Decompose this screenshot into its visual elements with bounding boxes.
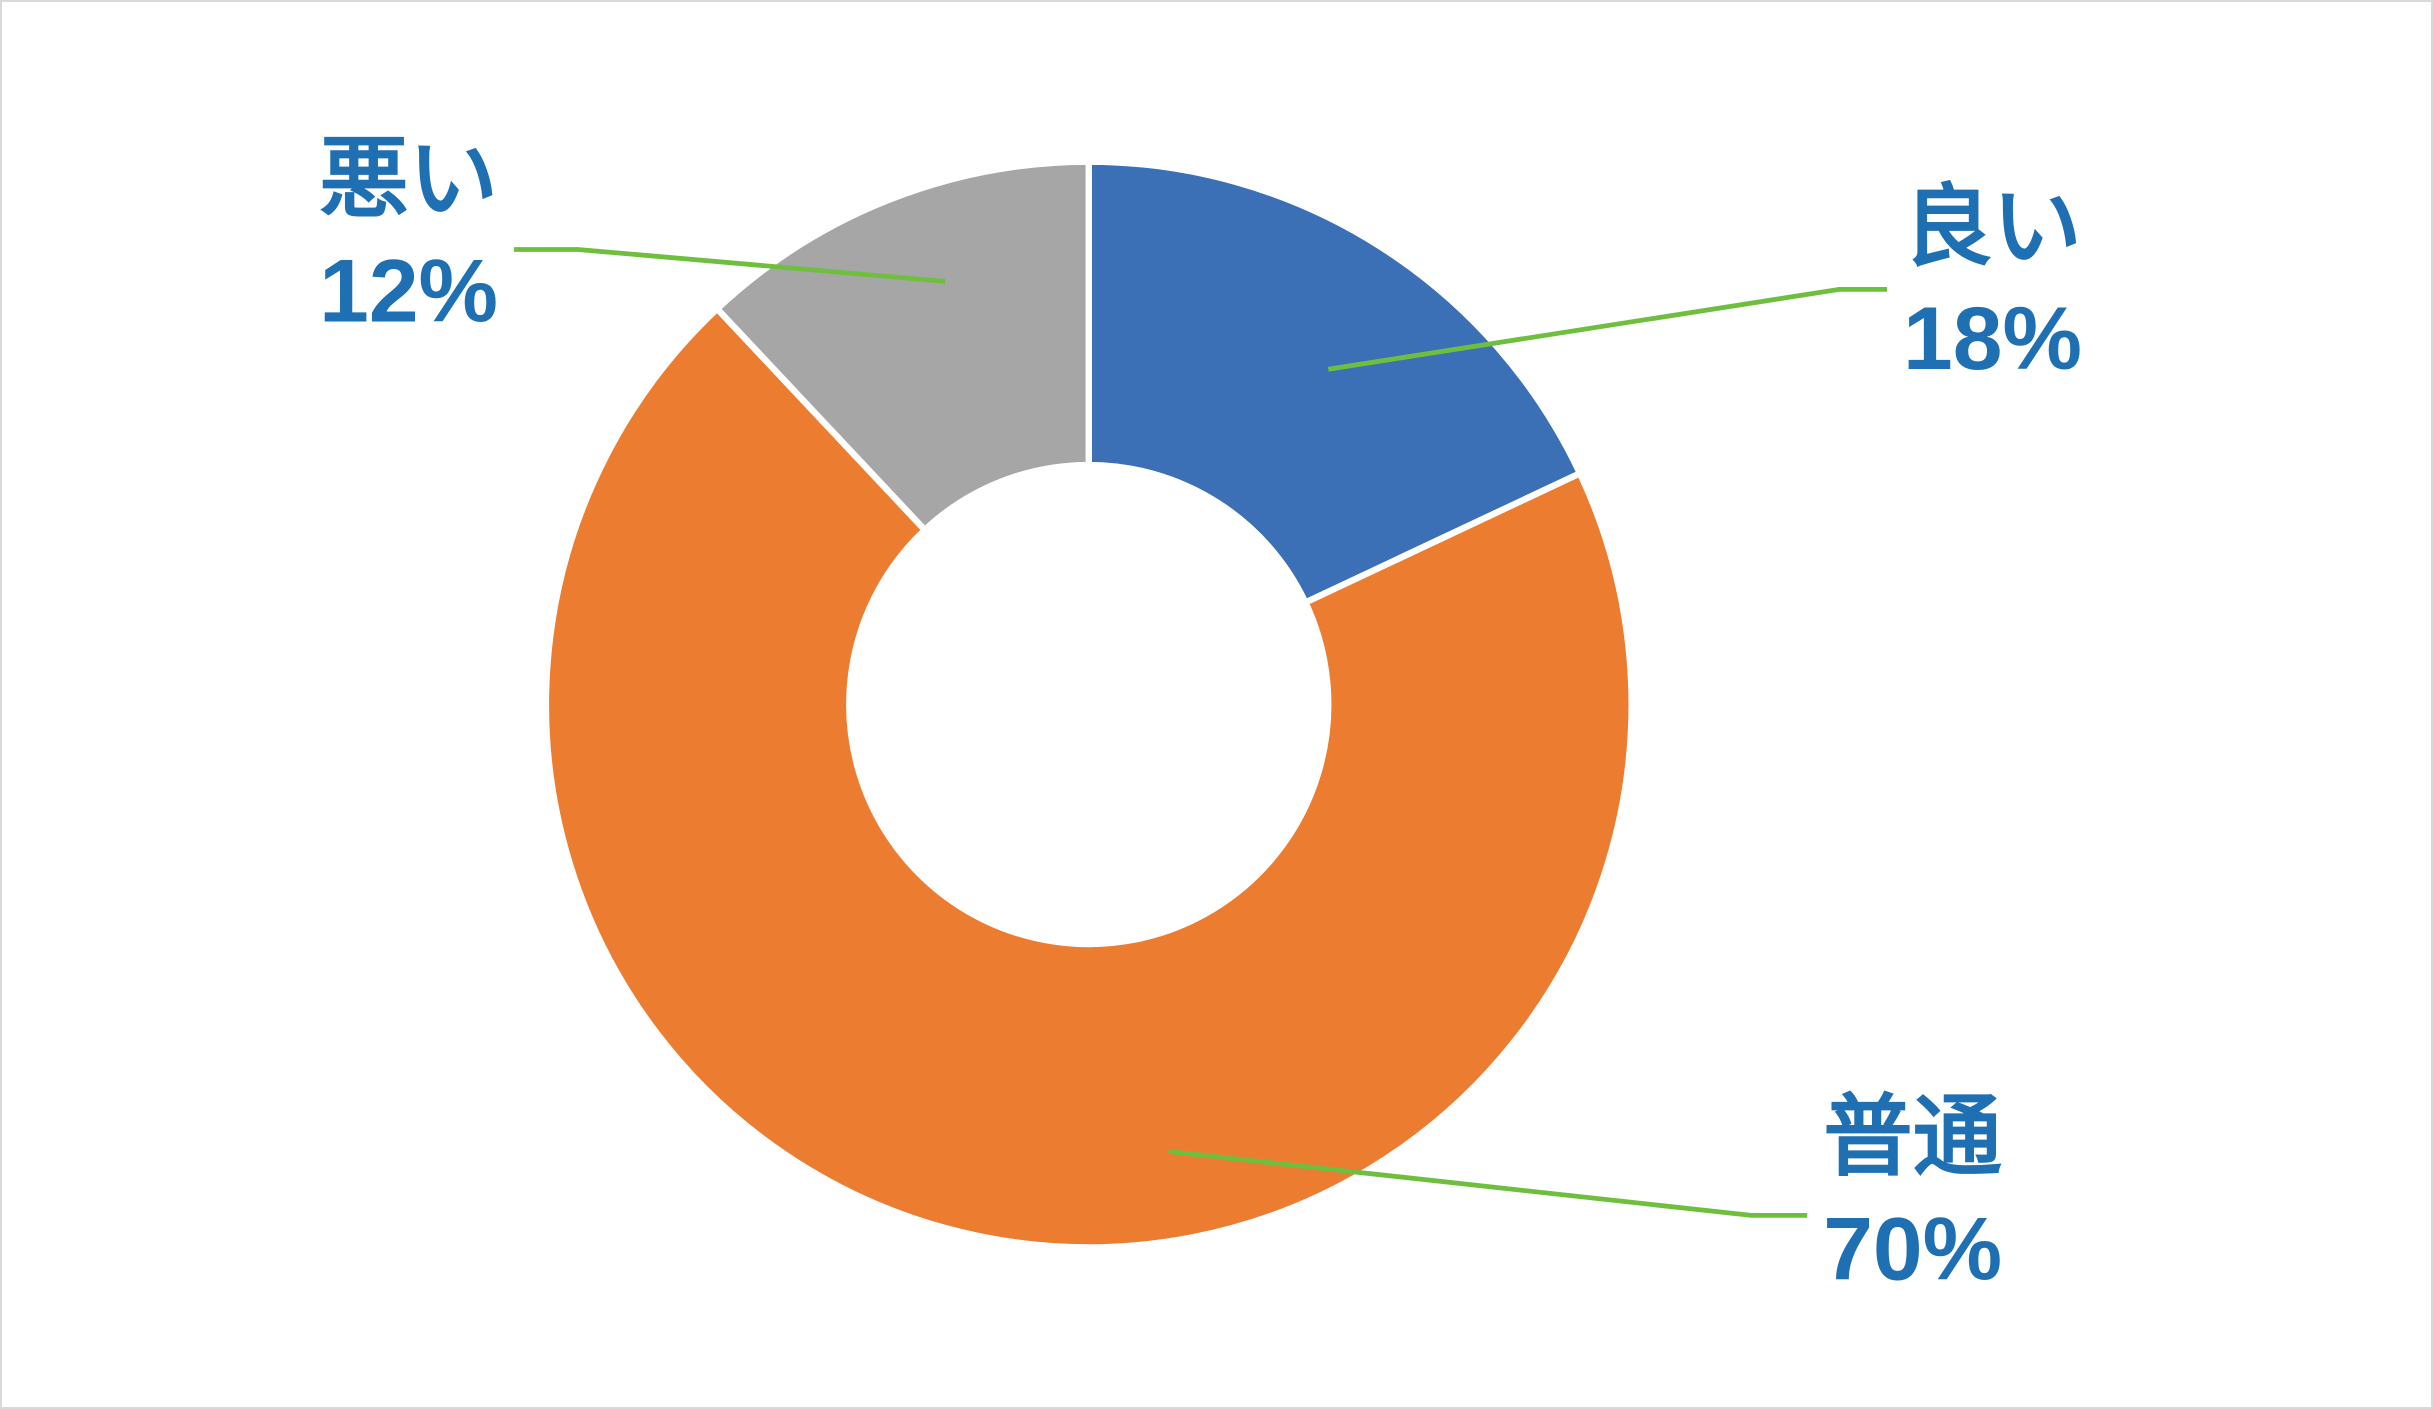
chart-frame: 良い 18% 普通 70% 悪い 12% [0,0,2433,1409]
label-name-2: 悪い [319,129,498,229]
label-name-1: 普通 [1823,1087,2002,1187]
doughnut-chart: 良い 18% 普通 70% 悪い 12% [2,2,2431,1407]
label-percent-2: 12% [319,240,498,340]
label-1: 普通 70% [1823,1087,2002,1299]
label-2: 悪い 12% [319,129,498,341]
slices-group [546,162,1632,1248]
label-percent-1: 70% [1823,1198,2002,1298]
label-percent-0: 18% [1903,288,2082,388]
label-name-0: 良い [1903,176,2082,276]
label-0: 良い 18% [1903,176,2082,388]
